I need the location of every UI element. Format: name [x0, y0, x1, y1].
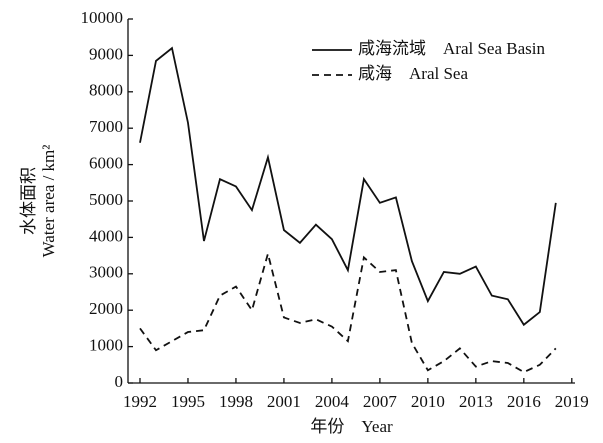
x-tick-label: 1995 [171, 392, 205, 411]
x-tick-label: 2001 [267, 392, 301, 411]
x-tick-label: 2016 [507, 392, 541, 411]
y-tick-label: 4000 [89, 226, 123, 245]
y-tick-label: 6000 [89, 154, 123, 173]
y-tick-label: 2000 [89, 299, 123, 318]
y-tick-label: 7000 [89, 117, 123, 136]
y-tick-label: 8000 [89, 81, 123, 100]
legend-label: 咸海 Aral Sea [358, 64, 468, 83]
x-tick-label: 2004 [315, 392, 350, 411]
y-tick-label: 10000 [81, 8, 124, 27]
x-tick-label: 2013 [459, 392, 493, 411]
y-tick-label: 3000 [89, 263, 123, 282]
legend-label: 咸海流域 Aral Sea Basin [358, 39, 545, 58]
y-axis-label: Water area / km² [39, 145, 58, 258]
x-tick-label: 2019 [555, 392, 589, 411]
x-tick-label: 1998 [219, 392, 253, 411]
y-tick-label: 9000 [89, 44, 123, 63]
series-line [139, 250, 557, 374]
x-tick-label: 1992 [123, 392, 157, 411]
x-axis-label: 年份 Year [310, 417, 393, 436]
x-tick-label: 2007 [363, 392, 398, 411]
y-tick-label: 1000 [89, 336, 123, 355]
x-tick-label: 2010 [411, 392, 445, 411]
series-line [139, 46, 557, 327]
y-tick-label: 0 [115, 372, 124, 391]
y-axis-label: 水体面积 [19, 167, 38, 235]
y-tick-label: 5000 [89, 190, 123, 209]
